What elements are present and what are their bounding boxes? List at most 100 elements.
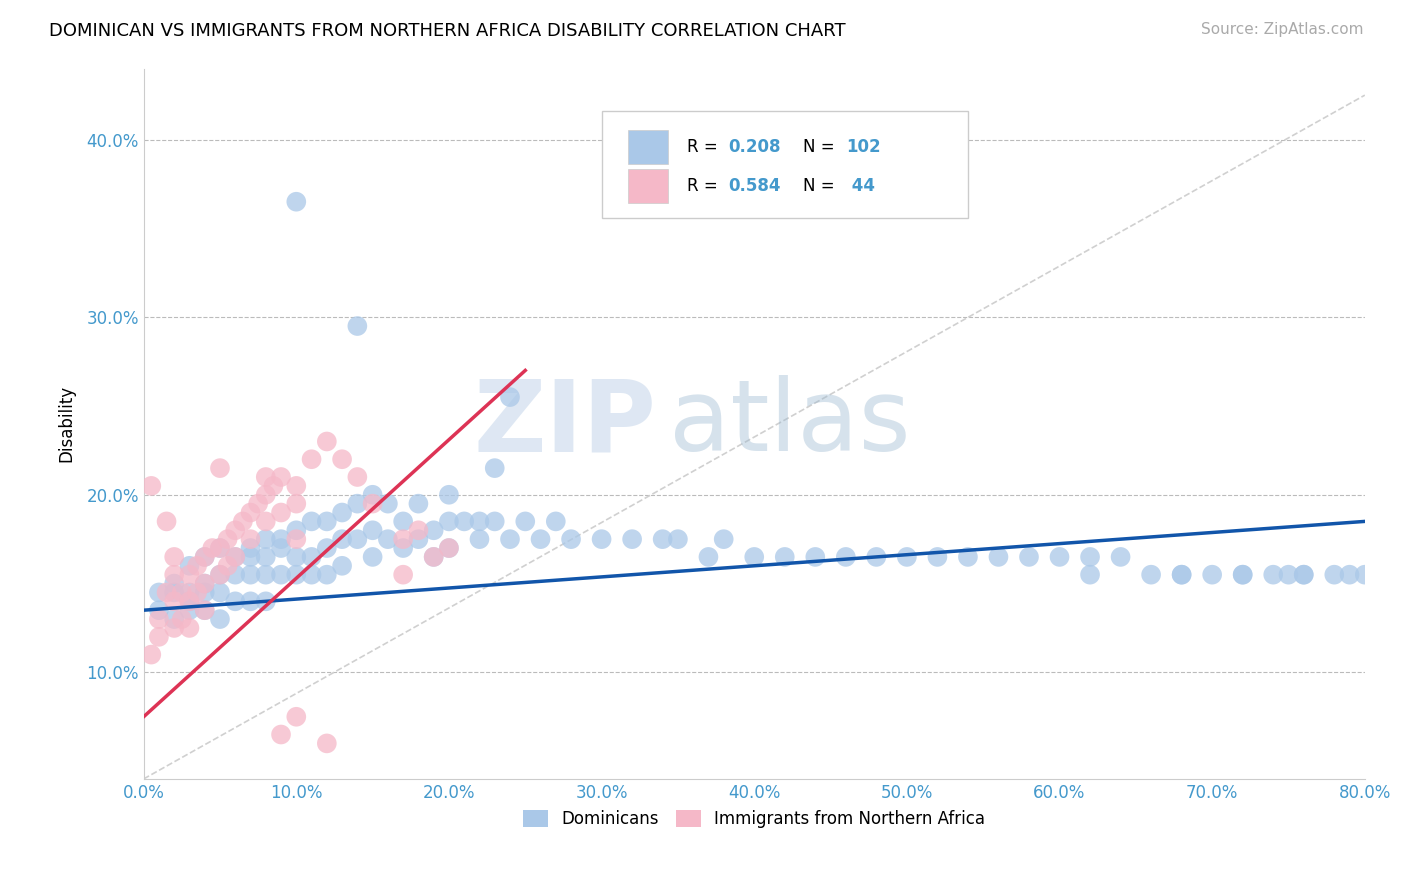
Point — [239, 506, 262, 520]
Point — [239, 532, 262, 546]
Point — [422, 549, 444, 564]
Point — [179, 567, 201, 582]
Point — [1140, 567, 1163, 582]
Point — [1292, 567, 1315, 582]
Point — [285, 532, 308, 546]
Point — [1078, 549, 1101, 564]
Text: N =: N = — [803, 178, 839, 195]
Point — [1049, 549, 1071, 564]
Point — [330, 452, 353, 467]
Point — [262, 479, 284, 493]
Point — [208, 585, 231, 599]
Point — [484, 461, 506, 475]
Point — [1109, 549, 1132, 564]
Point — [254, 567, 277, 582]
Point — [392, 515, 415, 529]
Point — [163, 549, 186, 564]
Point — [453, 515, 475, 529]
Point — [896, 549, 918, 564]
Point — [468, 532, 491, 546]
Point — [835, 549, 858, 564]
Point — [194, 576, 217, 591]
Point — [621, 532, 644, 546]
Text: 44: 44 — [846, 178, 875, 195]
Point — [194, 576, 217, 591]
Point — [208, 612, 231, 626]
Point — [361, 488, 384, 502]
Point — [179, 603, 201, 617]
Point — [163, 576, 186, 591]
Text: DOMINICAN VS IMMIGRANTS FROM NORTHERN AFRICA DISABILITY CORRELATION CHART: DOMINICAN VS IMMIGRANTS FROM NORTHERN AF… — [49, 22, 846, 40]
Point — [315, 515, 337, 529]
Point — [697, 549, 720, 564]
Point — [1339, 567, 1361, 582]
Point — [208, 567, 231, 582]
Point — [194, 549, 217, 564]
Point — [224, 523, 246, 537]
Point — [254, 470, 277, 484]
Point — [232, 515, 254, 529]
Point — [392, 532, 415, 546]
Point — [270, 541, 292, 555]
Point — [330, 532, 353, 546]
Point — [163, 567, 186, 582]
Point — [270, 506, 292, 520]
Point — [170, 612, 193, 626]
Point — [155, 515, 177, 529]
Text: R =: R = — [688, 178, 723, 195]
Point — [1170, 567, 1192, 582]
Point — [163, 594, 186, 608]
Point — [408, 532, 430, 546]
Point — [285, 549, 308, 564]
Point — [208, 541, 231, 555]
Point — [422, 549, 444, 564]
Point — [468, 515, 491, 529]
Point — [148, 603, 170, 617]
Text: 0.208: 0.208 — [728, 138, 782, 156]
Point — [437, 488, 460, 502]
Text: atlas: atlas — [669, 376, 910, 472]
Point — [1323, 567, 1346, 582]
Point — [956, 549, 979, 564]
Point — [499, 390, 522, 404]
Point — [529, 532, 551, 546]
Point — [170, 585, 193, 599]
Point — [141, 479, 163, 493]
Point — [987, 549, 1010, 564]
Point — [254, 594, 277, 608]
Point — [186, 558, 208, 573]
Point — [148, 630, 170, 644]
Point — [301, 515, 323, 529]
Point — [194, 603, 217, 617]
Point — [270, 567, 292, 582]
Point — [499, 532, 522, 546]
Point — [377, 532, 399, 546]
Point — [254, 549, 277, 564]
Text: ZIP: ZIP — [474, 376, 657, 472]
Point — [247, 497, 270, 511]
Point — [330, 558, 353, 573]
Text: R =: R = — [688, 138, 723, 156]
Point — [194, 585, 217, 599]
Point — [224, 549, 246, 564]
Point — [239, 567, 262, 582]
Point — [1078, 567, 1101, 582]
Point — [270, 470, 292, 484]
Point — [155, 585, 177, 599]
Point — [194, 549, 217, 564]
Point — [361, 549, 384, 564]
Text: 102: 102 — [846, 138, 880, 156]
Point — [141, 648, 163, 662]
Point — [437, 541, 460, 555]
Point — [224, 567, 246, 582]
Point — [239, 594, 262, 608]
Point — [163, 621, 186, 635]
Point — [1232, 567, 1254, 582]
Point — [315, 567, 337, 582]
Point — [224, 549, 246, 564]
Point — [560, 532, 582, 546]
Point — [651, 532, 673, 546]
Point — [163, 612, 186, 626]
Point — [1232, 567, 1254, 582]
Point — [484, 515, 506, 529]
